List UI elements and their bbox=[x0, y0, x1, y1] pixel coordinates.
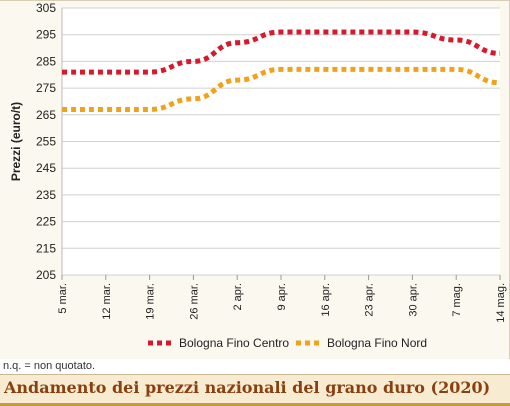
y-tick-label: 235 bbox=[36, 188, 56, 202]
x-tick-label: 9 apr. bbox=[276, 283, 288, 311]
x-tick-label: 7 mag. bbox=[451, 283, 463, 317]
y-axis-title: Prezzi (euro/t) bbox=[9, 102, 23, 181]
y-tick-label: 285 bbox=[36, 54, 56, 68]
legend-label: Bologna Fino Nord bbox=[327, 336, 427, 350]
x-tick-label: 19 mar. bbox=[145, 283, 157, 320]
y-tick-label: 215 bbox=[36, 241, 56, 255]
x-tick-label: 30 apr. bbox=[407, 283, 419, 317]
x-tick-label: 12 mar. bbox=[101, 283, 113, 320]
y-tick-label: 305 bbox=[36, 1, 56, 15]
y-tick-label: 245 bbox=[36, 161, 56, 175]
x-tick-label: 16 apr. bbox=[320, 283, 332, 317]
y-tick-label: 225 bbox=[36, 215, 56, 229]
y-tick-label: 275 bbox=[36, 81, 56, 95]
x-tick-label: 5 mar. bbox=[57, 283, 69, 314]
x-tick-label: 26 mar. bbox=[188, 283, 200, 320]
y-tick-label: 205 bbox=[36, 268, 56, 282]
y-tick-label: 265 bbox=[36, 108, 56, 122]
legend-label: Bologna Fino Centro bbox=[179, 336, 289, 350]
y-tick-label: 255 bbox=[36, 135, 56, 149]
title-bar: Andamento dei prezzi nazionali del grano… bbox=[0, 374, 510, 406]
y-tick-label: 295 bbox=[36, 28, 56, 42]
chart-title: Andamento dei prezzi nazionali del grano… bbox=[4, 378, 491, 397]
chart-panel: 205 215 225 235 245 255 265 275 285 295 305 5 mar. 1… bbox=[0, 0, 510, 359]
x-tick-label: 14 mag. bbox=[495, 283, 507, 323]
footnote: n.q. = non quotato. bbox=[3, 360, 96, 372]
x-tick-label: 23 apr. bbox=[364, 283, 376, 317]
x-tick-label: 2 apr. bbox=[232, 283, 244, 311]
line-chart: 205 215 225 235 245 255 265 275 285 295 305 5 mar. 1… bbox=[9, 1, 507, 350]
